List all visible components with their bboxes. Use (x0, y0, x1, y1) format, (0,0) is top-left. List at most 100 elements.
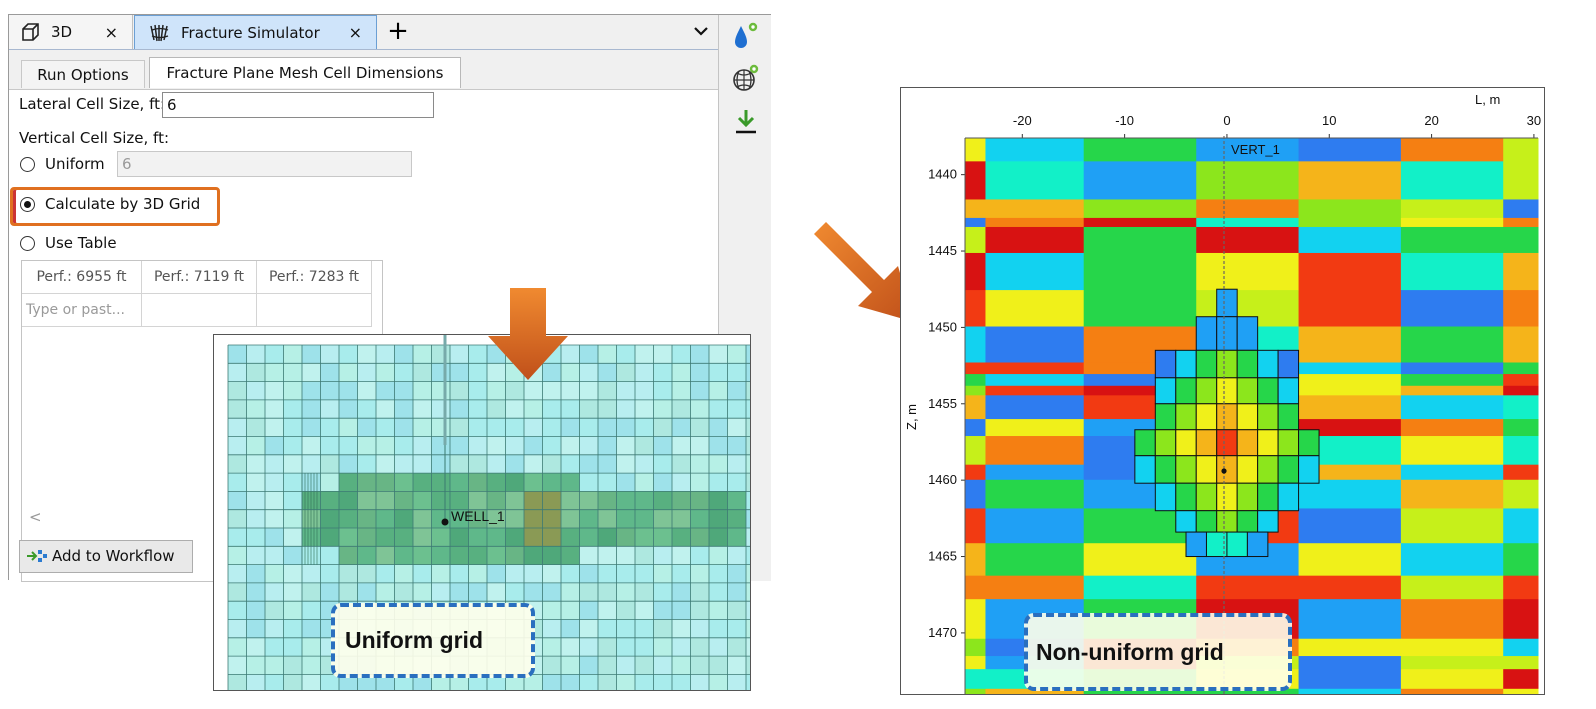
grid-cell (302, 674, 321, 690)
fracture-cell (690, 491, 709, 510)
grid-layer-cell (965, 385, 986, 396)
water-drop-gear-icon[interactable] (731, 20, 761, 50)
tab-fracture-simulator-close-icon[interactable]: × (348, 23, 362, 42)
grid-layer-cell (965, 252, 986, 291)
download-arrow-icon[interactable] (731, 107, 761, 137)
grid-layer-cell (1083, 199, 1197, 219)
grid-cell (598, 399, 617, 419)
grid-cell (746, 601, 750, 620)
grid-cell (524, 454, 543, 474)
grid-cell (283, 619, 302, 638)
grid-layer-cell (1196, 199, 1300, 219)
use-table-radio[interactable] (20, 236, 35, 251)
grid-cell (746, 674, 750, 690)
fracture-cell (598, 528, 617, 547)
grid-cell (246, 564, 265, 583)
grid-cell (579, 473, 598, 492)
fracture-cell (542, 473, 561, 492)
grid-layer-cell (965, 543, 986, 577)
grid-cell (320, 436, 339, 455)
grid-layer-cell (1503, 508, 1539, 544)
grid-cell (690, 619, 709, 638)
tab-run-options[interactable]: Run Options (21, 60, 145, 88)
grid-cell (450, 345, 469, 364)
uniform-radio[interactable] (20, 157, 35, 172)
fracture-cell (505, 473, 524, 492)
grid-cell (302, 436, 321, 455)
tab-3d[interactable]: 3D × (9, 15, 133, 49)
grid-layer-cell (1400, 138, 1504, 162)
grid-cell (487, 399, 506, 419)
table-placeholder-cell[interactable]: Type or past... (22, 294, 142, 327)
grid-cell (376, 399, 395, 419)
grid-cell (505, 454, 524, 474)
grid-layer-cell (1400, 669, 1504, 690)
grid-cell (524, 582, 543, 602)
grid-cell (431, 418, 450, 437)
grid-cell (413, 582, 432, 602)
fracture-mesh-cell (1236, 316, 1259, 351)
x-tick-label: 30 (1527, 113, 1541, 128)
grid-cell (635, 601, 654, 620)
grid-cell (542, 436, 561, 455)
grid-layer-cell (965, 226, 986, 254)
y-tick-label: 1470 (928, 625, 957, 640)
grid-layer-cell (965, 419, 986, 437)
grid-cell (320, 345, 339, 364)
grid-cell (672, 363, 691, 382)
fracture-cell (709, 491, 728, 510)
grid-cell (653, 637, 672, 657)
grid-cell (579, 674, 598, 690)
tab-fracture-plane-mesh[interactable]: Fracture Plane Mesh Cell Dimensions (149, 57, 461, 88)
fracture-cell (320, 528, 339, 547)
fracture-cell (727, 528, 746, 547)
grid-cell (468, 363, 487, 382)
add-tab-button[interactable]: + (387, 16, 409, 46)
grid-cell (413, 454, 432, 474)
scroll-left-arrow[interactable]: < (29, 508, 42, 526)
grid-cell (320, 582, 339, 602)
grid-cell (283, 509, 302, 528)
grid-cell (228, 509, 247, 528)
lateral-cell-size-input[interactable]: 6 (162, 92, 434, 118)
grid-cell (302, 381, 321, 400)
table-header: Perf.: 7283 ft (257, 261, 372, 294)
grid-cell (727, 345, 746, 364)
grid-layer-cell (1400, 599, 1504, 640)
tab-fracture-simulator[interactable]: Fracture Simulator × (134, 15, 377, 49)
fracture-cell (431, 509, 450, 528)
fracture-cell (653, 528, 672, 547)
table-cell[interactable] (257, 294, 372, 327)
grid-cell (746, 436, 750, 455)
grid-cell (431, 582, 450, 602)
table-cell[interactable] (142, 294, 257, 327)
tab-3d-close-icon[interactable]: × (104, 22, 118, 42)
grid-layer-cell (1503, 419, 1539, 437)
fracture-mesh-cell (1216, 455, 1238, 484)
fracture-cell (394, 509, 413, 528)
mesh-sphere-gear-icon[interactable] (731, 63, 761, 93)
tab-3d-label: 3D (51, 23, 73, 41)
fracture-cell (579, 528, 598, 547)
grid-layer-cell (1298, 199, 1402, 219)
fracture-cell (635, 509, 654, 528)
grid-cell (246, 399, 265, 419)
grid-cell (727, 674, 746, 690)
fracture-mesh-cell (1257, 455, 1279, 484)
calculate-by-3d-grid-radio[interactable] (20, 197, 35, 212)
grid-layer-cell (1400, 479, 1504, 509)
fracture-mesh-cell (1257, 482, 1279, 512)
grid-cell (413, 674, 432, 690)
fracture-mesh-cell (1134, 455, 1156, 484)
dropdown-chevron-icon[interactable] (691, 19, 711, 43)
add-to-workflow-button[interactable]: Add to Workflow (19, 540, 193, 573)
grid-cell (653, 582, 672, 602)
fracture-cell (524, 528, 543, 547)
grid-cell (746, 363, 750, 382)
grid-layer-cell (1503, 599, 1539, 640)
grid-cell (579, 363, 598, 382)
grid-cell (561, 564, 580, 583)
grid-cell (339, 345, 358, 364)
grid-cell (487, 436, 506, 455)
grid-cell (450, 564, 469, 583)
